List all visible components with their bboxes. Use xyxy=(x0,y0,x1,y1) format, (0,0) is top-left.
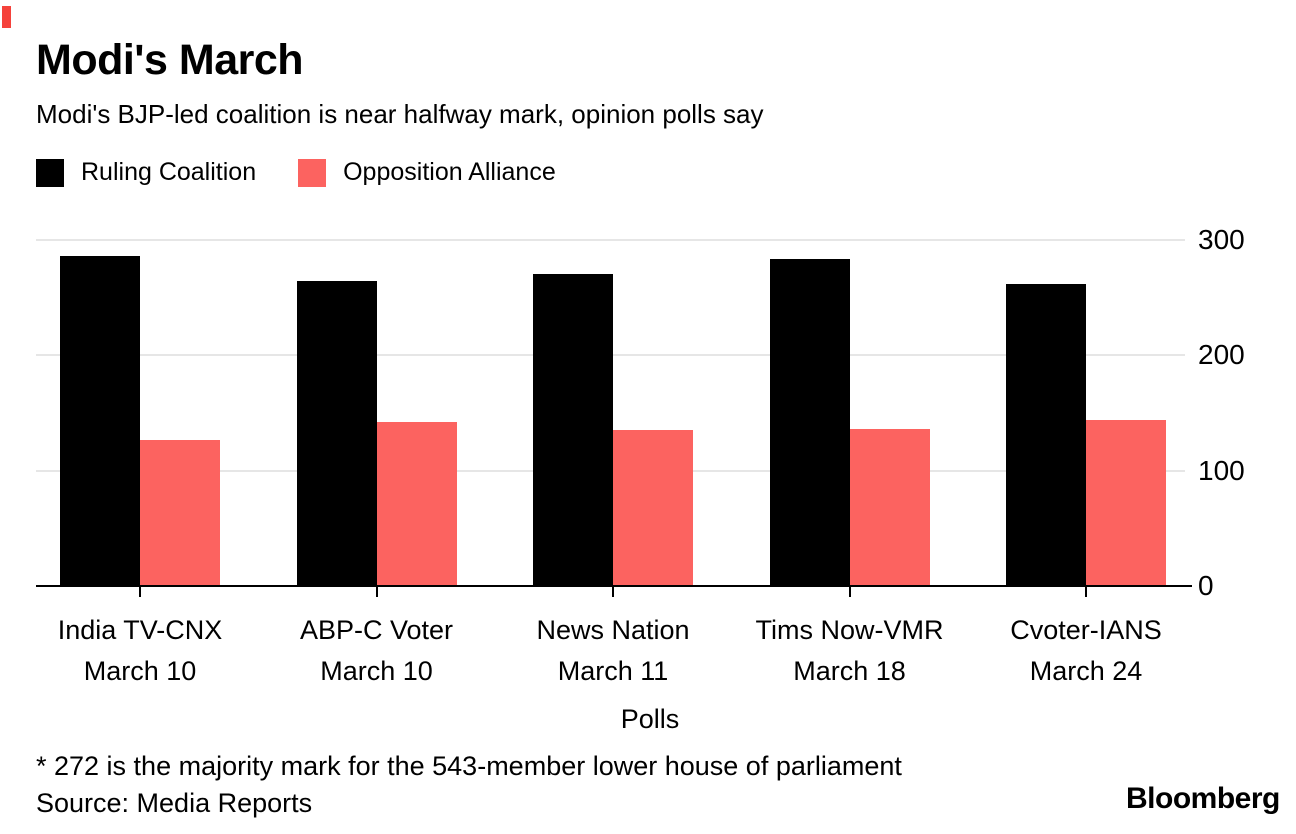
bar-opposition-alliance xyxy=(376,422,457,585)
x-tick-mark xyxy=(612,587,614,597)
x-axis-title: Polls xyxy=(620,704,680,734)
bar-ruling-coalition xyxy=(60,256,140,585)
x-category-label: News Nation March 11 xyxy=(536,615,690,686)
chart-title: Modi's March xyxy=(36,36,304,84)
x-tick-mark xyxy=(139,587,141,597)
bar-ruling-coalition xyxy=(1006,283,1086,585)
chart-legend: Ruling Coalition Opposition Alliance xyxy=(36,158,556,187)
x-category-label: Tims Now-VMR March 18 xyxy=(755,615,944,686)
legend-item-opposition-alliance: Opposition Alliance xyxy=(298,158,556,187)
x-tick-mark xyxy=(1085,587,1087,597)
x-category-label: India TV-CNX March 10 xyxy=(57,615,223,686)
bloomberg-logo: Bloomberg xyxy=(1126,782,1280,815)
y-tick-label-300: 300 xyxy=(1198,224,1245,255)
y-tick-label-200: 200 xyxy=(1198,339,1245,371)
gridline-300 xyxy=(36,239,1185,241)
x-category-label: ABP-C Voter March 10 xyxy=(299,615,454,686)
y-tick-label-100: 100 xyxy=(1198,454,1245,486)
legend-item-ruling-coalition: Ruling Coalition xyxy=(36,158,256,187)
bar-opposition-alliance xyxy=(849,429,930,585)
chart-subtitle: Modi's BJP-led coalition is near halfway… xyxy=(36,99,764,129)
bar-opposition-alliance xyxy=(140,439,220,585)
bar-ruling-coalition xyxy=(296,280,377,585)
x-axis-line xyxy=(36,585,1192,587)
source-line: Source: Media Reports xyxy=(36,788,313,818)
bar-ruling-coalition xyxy=(533,273,613,585)
x-tick-mark xyxy=(848,587,851,597)
legend-label: Ruling Coalition xyxy=(81,158,257,186)
brand-corner-tick xyxy=(2,6,11,28)
bar-opposition-alliance xyxy=(1086,420,1166,585)
x-category-label: Cvoter-IANS March 24 xyxy=(1010,615,1162,686)
bar-ruling-coalition xyxy=(769,258,850,585)
legend-label: Opposition Alliance xyxy=(343,158,556,186)
x-tick-mark xyxy=(375,587,378,597)
y-tick-label-0: 0 xyxy=(1198,570,1214,601)
legend-swatch-red xyxy=(298,158,327,187)
bar-opposition-alliance xyxy=(613,430,693,585)
footnote: * 272 is the majority mark for the 543-m… xyxy=(36,751,902,781)
legend-swatch-black xyxy=(36,158,64,187)
